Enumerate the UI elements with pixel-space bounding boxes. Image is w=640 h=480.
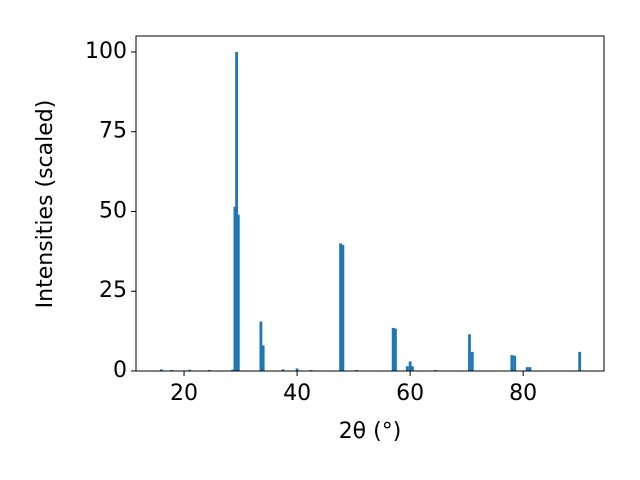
bar xyxy=(525,367,529,371)
bar xyxy=(468,334,471,371)
x-tick-label: 20 xyxy=(170,381,198,406)
bar xyxy=(341,244,345,371)
bar xyxy=(236,214,240,371)
bar xyxy=(394,328,397,371)
bar xyxy=(410,366,414,371)
y-tick-label: 75 xyxy=(99,119,127,144)
x-tick-label: 40 xyxy=(283,381,311,406)
bar xyxy=(188,369,192,371)
bar xyxy=(295,368,299,371)
y-axis-label: Intensities (scaled) xyxy=(33,100,58,309)
bar xyxy=(339,243,343,371)
bar xyxy=(233,206,237,371)
y-tick-label: 100 xyxy=(85,39,127,64)
plot-frame xyxy=(135,35,605,372)
bar xyxy=(405,366,409,371)
bar xyxy=(261,345,265,371)
x-tick-label: 60 xyxy=(396,381,424,406)
bar xyxy=(578,351,582,371)
bar xyxy=(235,51,239,371)
bar xyxy=(231,369,235,371)
bar xyxy=(408,361,412,371)
bar xyxy=(513,355,517,371)
bar xyxy=(160,369,163,371)
bar xyxy=(391,327,395,371)
bar xyxy=(259,321,263,371)
y-tick-label: 25 xyxy=(99,278,127,303)
y-tick-label: 0 xyxy=(113,358,127,383)
bar xyxy=(470,351,474,371)
y-tick-label: 50 xyxy=(99,198,127,223)
x-axis-label: 2θ (°) xyxy=(339,419,402,444)
bar xyxy=(528,367,532,371)
bar xyxy=(281,369,285,371)
x-tick-label: 80 xyxy=(509,381,537,406)
bar xyxy=(510,355,514,371)
